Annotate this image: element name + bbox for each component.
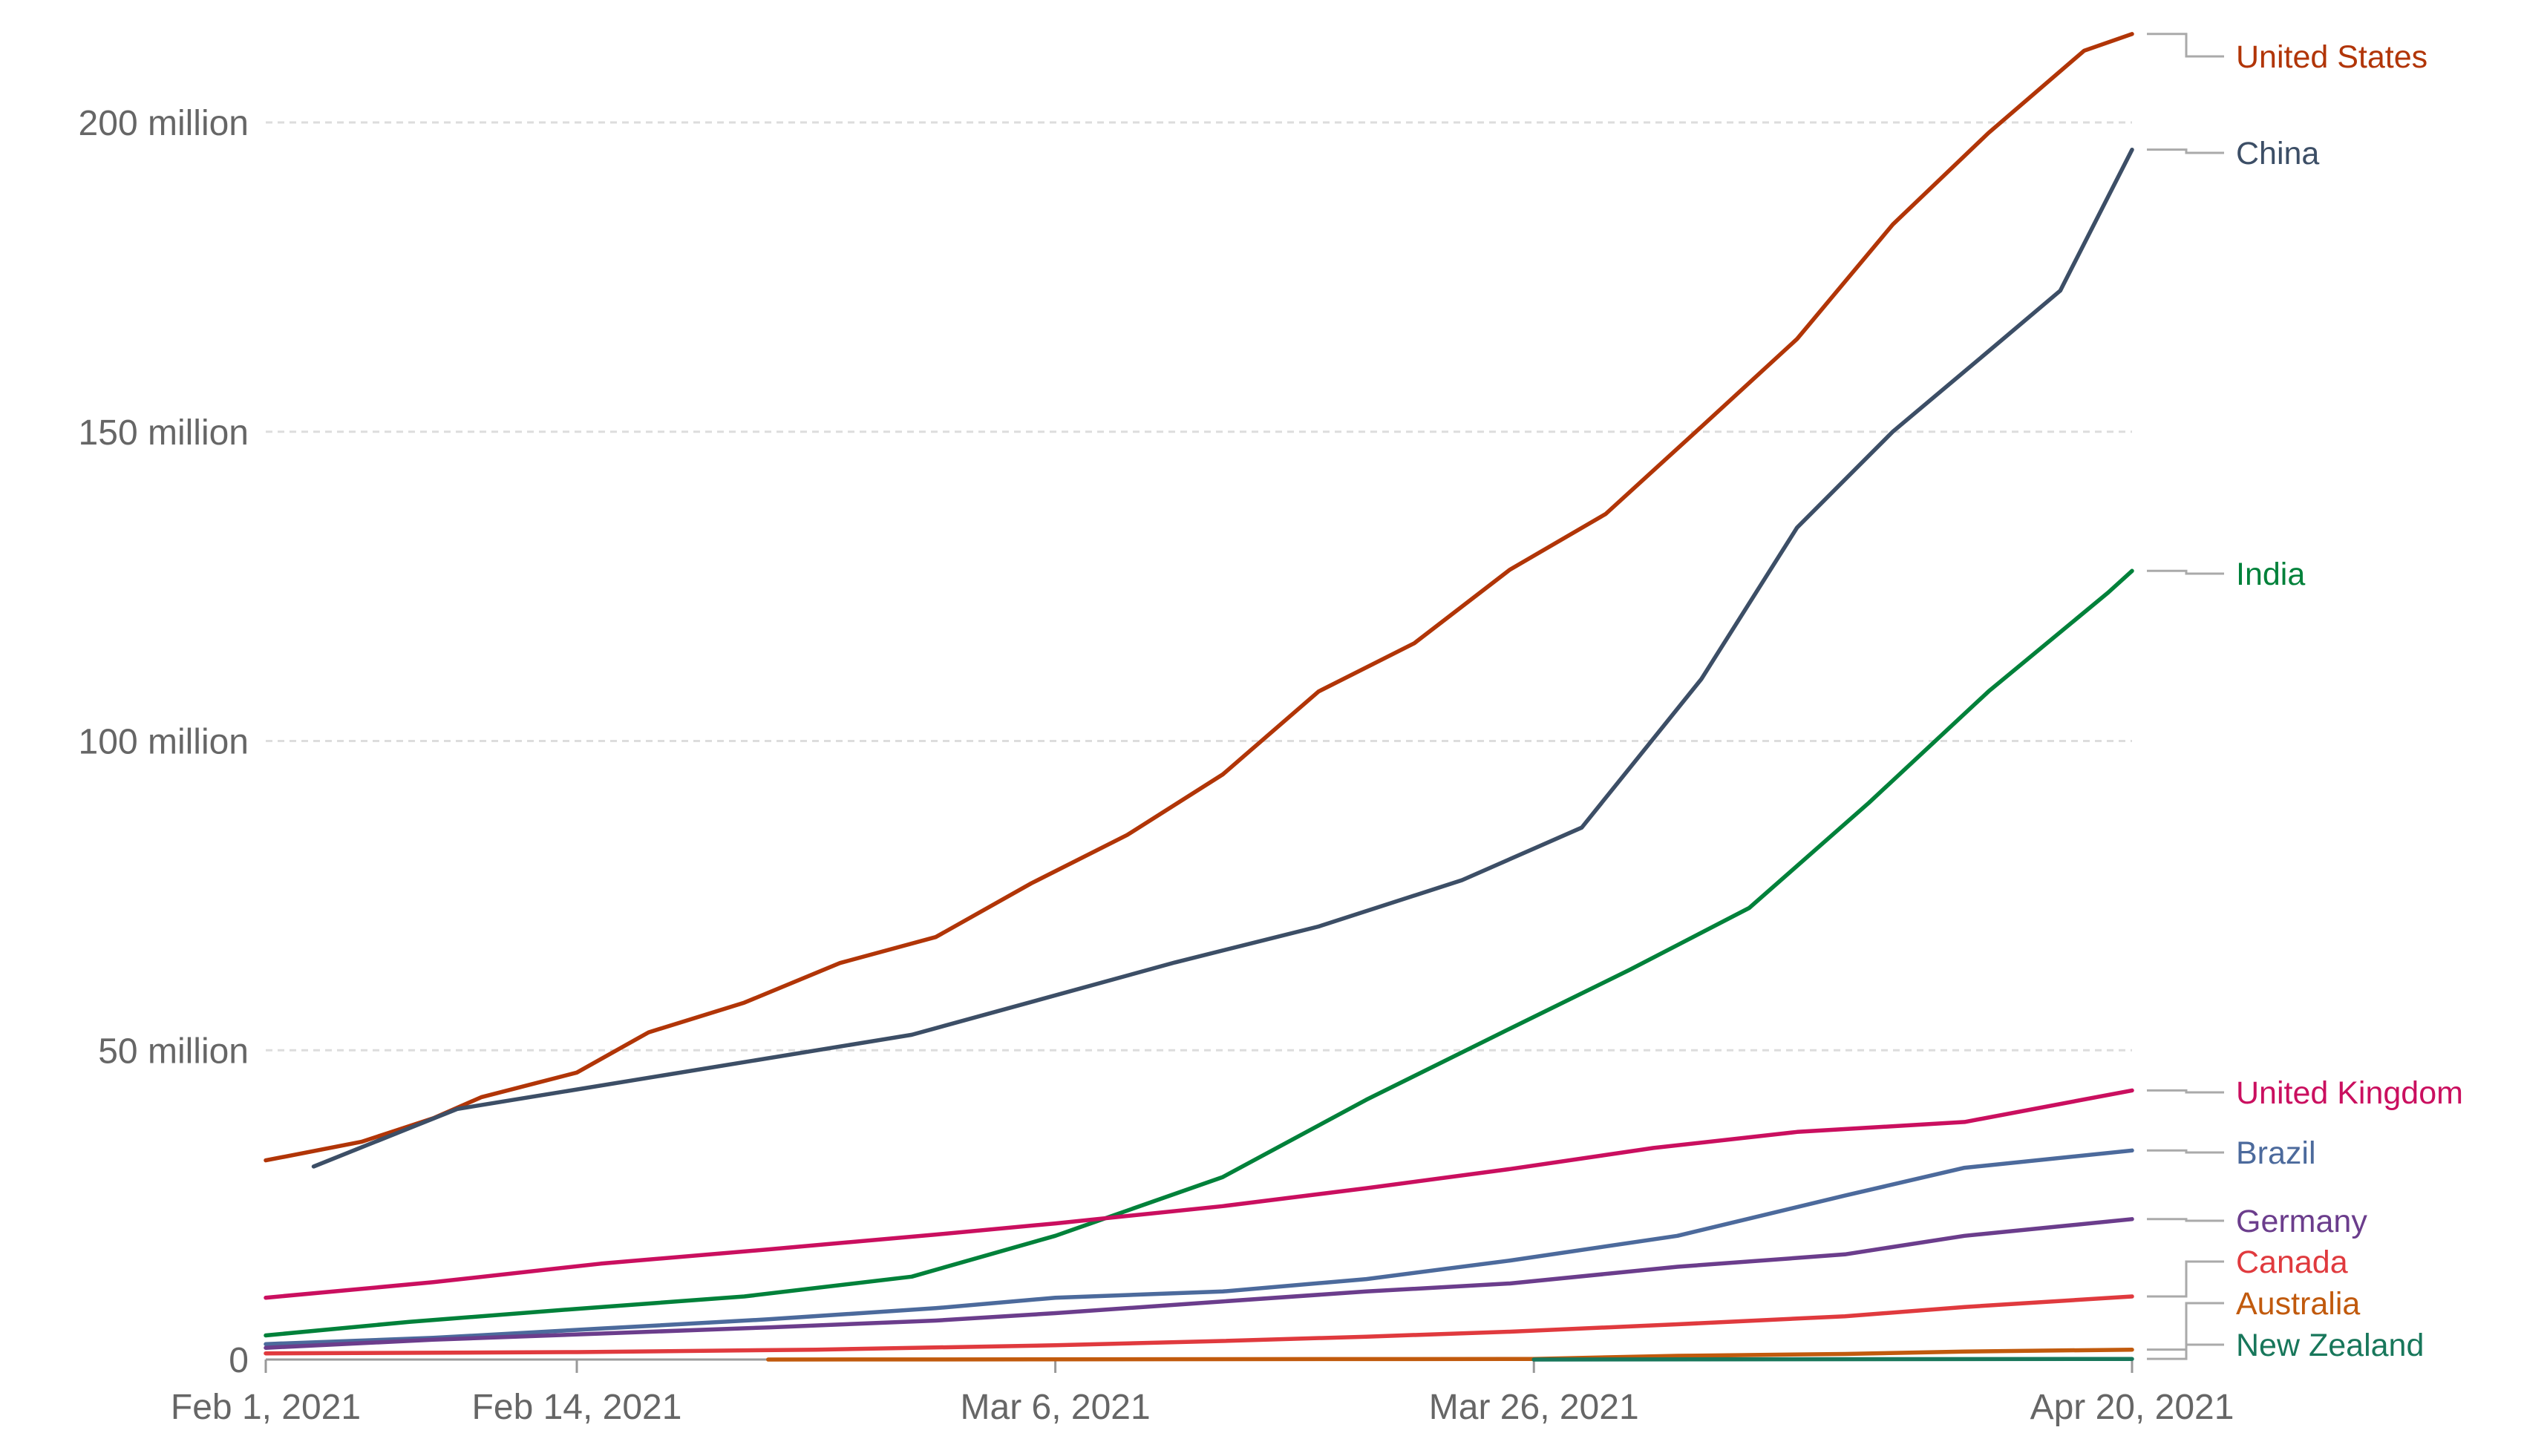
series-lines [264,32,2134,1362]
series-line-brazil [264,1148,2134,1346]
x-tick-label: Mar 6, 2021 [961,1388,1151,1427]
label-connector-brazil [2147,1149,2224,1154]
series-label-germany: Germany [2236,1204,2367,1239]
x-tick-label: Mar 26, 2021 [1429,1388,1639,1427]
series-label-united-kingdom: United Kingdom [2236,1075,2463,1111]
series-line-united-states [264,32,2134,1163]
series-label-brazil: Brazil [2236,1135,2316,1171]
label-connector-germany [2147,1218,2224,1222]
y-tick-label: 100 million [79,723,249,762]
label-connector-united-states [2147,33,2224,58]
y-tick-label: 200 million [79,104,249,143]
series-line-canada [264,1294,2134,1356]
x-tick-label: Feb 14, 2021 [472,1388,682,1427]
label-connector-china [2147,148,2224,154]
x-tick-label: Feb 1, 2021 [171,1388,361,1427]
series-line-australia [766,1347,2134,1362]
series-label-canada: Canada [2236,1245,2348,1280]
series-line-china [311,147,2134,1169]
series-line-new-zealand [1531,1357,2134,1362]
series-label-india: India [2236,557,2305,592]
series-label-australia: Australia [2236,1286,2360,1322]
y-tick-label: 0 [229,1341,249,1380]
label-connector-india [2147,569,2224,575]
label-connector-new-zealand [2147,1343,2224,1360]
gridlines [266,121,2132,1052]
series-line-united-kingdom [264,1088,2134,1300]
series-labels: United States China India United Kingdom Bra… [2147,33,2463,1363]
axes: 0 50 million 100 million 150 million 200 mil… [79,104,2234,1427]
series-line-india [264,568,2134,1338]
label-connector-united-kingdom [2147,1089,2224,1094]
x-tick-label: Apr 20, 2021 [2030,1388,2234,1427]
y-tick-label: 150 million [79,413,249,453]
label-connector-australia [2147,1302,2224,1351]
series-label-united-states: United States [2236,39,2427,75]
series-label-new-zealand: New Zealand [2236,1328,2424,1363]
y-tick-label: 50 million [98,1032,249,1071]
series-line-germany [264,1217,2134,1350]
label-connector-canada [2147,1260,2224,1298]
series-label-china: China [2236,136,2319,171]
